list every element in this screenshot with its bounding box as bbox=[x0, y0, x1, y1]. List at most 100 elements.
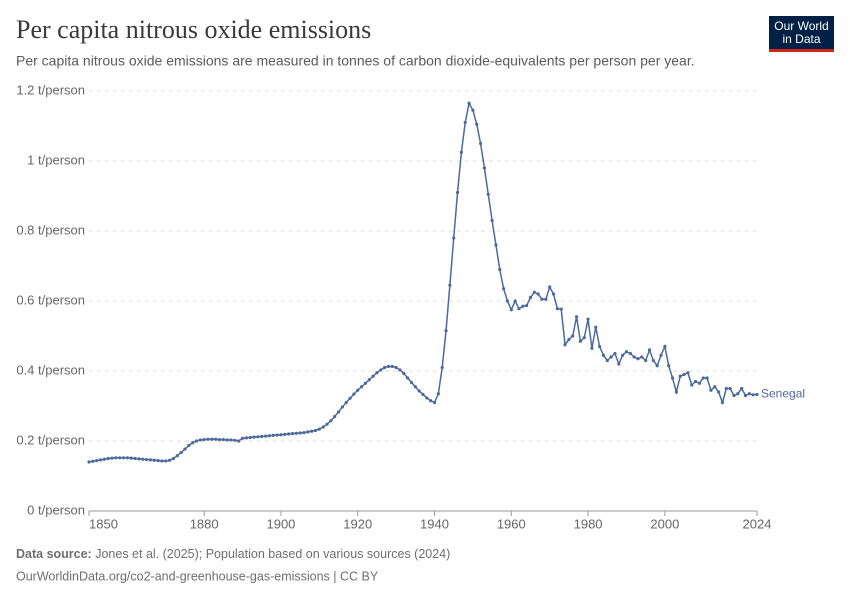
point bbox=[168, 458, 172, 462]
point bbox=[87, 460, 91, 464]
point bbox=[336, 410, 341, 414]
point bbox=[298, 431, 302, 435]
point bbox=[344, 400, 348, 405]
point bbox=[198, 438, 202, 442]
point bbox=[413, 385, 417, 389]
point bbox=[463, 120, 467, 125]
point bbox=[609, 355, 613, 359]
point bbox=[751, 393, 755, 397]
point bbox=[363, 381, 368, 385]
point bbox=[171, 456, 176, 461]
point bbox=[294, 431, 298, 435]
source-text: Jones et al. (2025); Population based on… bbox=[95, 547, 450, 561]
point bbox=[121, 456, 126, 460]
chart-subtitle: Per capita nitrous oxide emissions are m… bbox=[16, 53, 695, 69]
point bbox=[594, 325, 598, 329]
point bbox=[459, 150, 463, 154]
point bbox=[747, 392, 751, 396]
point bbox=[95, 459, 99, 463]
footer[interactable]: OurWorldinData.org/co2-and-greenhouse-ga… bbox=[16, 569, 379, 583]
point bbox=[244, 436, 249, 440]
point bbox=[321, 425, 325, 429]
point bbox=[448, 283, 452, 287]
point bbox=[106, 456, 110, 461]
point bbox=[371, 374, 375, 378]
point bbox=[290, 432, 295, 436]
point bbox=[252, 435, 256, 439]
point bbox=[509, 308, 513, 312]
point bbox=[287, 432, 291, 436]
logo-box[interactable] bbox=[769, 16, 834, 52]
point bbox=[682, 372, 686, 377]
source: Data source: Jones et al. (2025); Popula… bbox=[16, 547, 450, 561]
point bbox=[724, 386, 728, 391]
point bbox=[356, 388, 360, 392]
point bbox=[597, 344, 602, 349]
point bbox=[478, 141, 483, 146]
point bbox=[513, 299, 517, 303]
point bbox=[432, 400, 437, 405]
source-label: Data source: bbox=[16, 547, 92, 561]
point bbox=[709, 388, 713, 392]
point bbox=[183, 447, 187, 451]
point bbox=[640, 355, 644, 359]
point bbox=[237, 439, 241, 443]
point bbox=[551, 292, 556, 296]
y-tick-label: 0.8 t/person bbox=[16, 222, 85, 237]
point bbox=[555, 307, 559, 311]
point bbox=[532, 290, 536, 294]
point bbox=[214, 437, 218, 441]
point bbox=[613, 351, 617, 356]
x-tick-label: 2000 bbox=[650, 516, 679, 531]
point bbox=[590, 346, 594, 350]
point bbox=[521, 304, 525, 308]
point bbox=[187, 443, 191, 448]
point bbox=[325, 422, 329, 426]
point bbox=[494, 243, 498, 247]
point bbox=[406, 376, 410, 380]
point bbox=[379, 368, 383, 372]
point bbox=[429, 399, 433, 403]
point bbox=[240, 436, 245, 440]
point bbox=[444, 329, 448, 333]
x-tick-label: 1850 bbox=[89, 516, 118, 531]
point bbox=[490, 218, 494, 223]
logo-text: Our World bbox=[774, 19, 828, 33]
point bbox=[678, 374, 682, 378]
point bbox=[559, 307, 563, 311]
point bbox=[528, 295, 533, 300]
point bbox=[647, 348, 652, 352]
point bbox=[367, 378, 371, 382]
point bbox=[114, 456, 118, 460]
x-tick-label: 1960 bbox=[497, 516, 526, 531]
point bbox=[152, 458, 156, 462]
point bbox=[544, 297, 548, 301]
point bbox=[605, 358, 609, 363]
x-tick-label: 1980 bbox=[574, 516, 603, 531]
x-tick-label: 2024 bbox=[743, 516, 772, 531]
point bbox=[283, 432, 287, 436]
point bbox=[505, 299, 510, 303]
point bbox=[256, 435, 260, 439]
point bbox=[248, 435, 252, 440]
point bbox=[586, 317, 590, 321]
y-tick-label: 0.4 t/person bbox=[16, 362, 85, 377]
point bbox=[402, 371, 406, 376]
x-tick-label: 1920 bbox=[343, 516, 372, 531]
point bbox=[740, 386, 744, 391]
point bbox=[390, 364, 394, 369]
point bbox=[574, 315, 579, 319]
point bbox=[348, 396, 352, 400]
point bbox=[536, 292, 540, 296]
point bbox=[628, 351, 632, 356]
point bbox=[705, 376, 709, 380]
point bbox=[436, 392, 440, 396]
point bbox=[540, 297, 544, 301]
point bbox=[670, 376, 675, 380]
point bbox=[578, 339, 583, 343]
point bbox=[743, 393, 748, 398]
point bbox=[471, 108, 475, 112]
point bbox=[482, 166, 487, 170]
point bbox=[386, 364, 391, 369]
point bbox=[160, 459, 164, 463]
